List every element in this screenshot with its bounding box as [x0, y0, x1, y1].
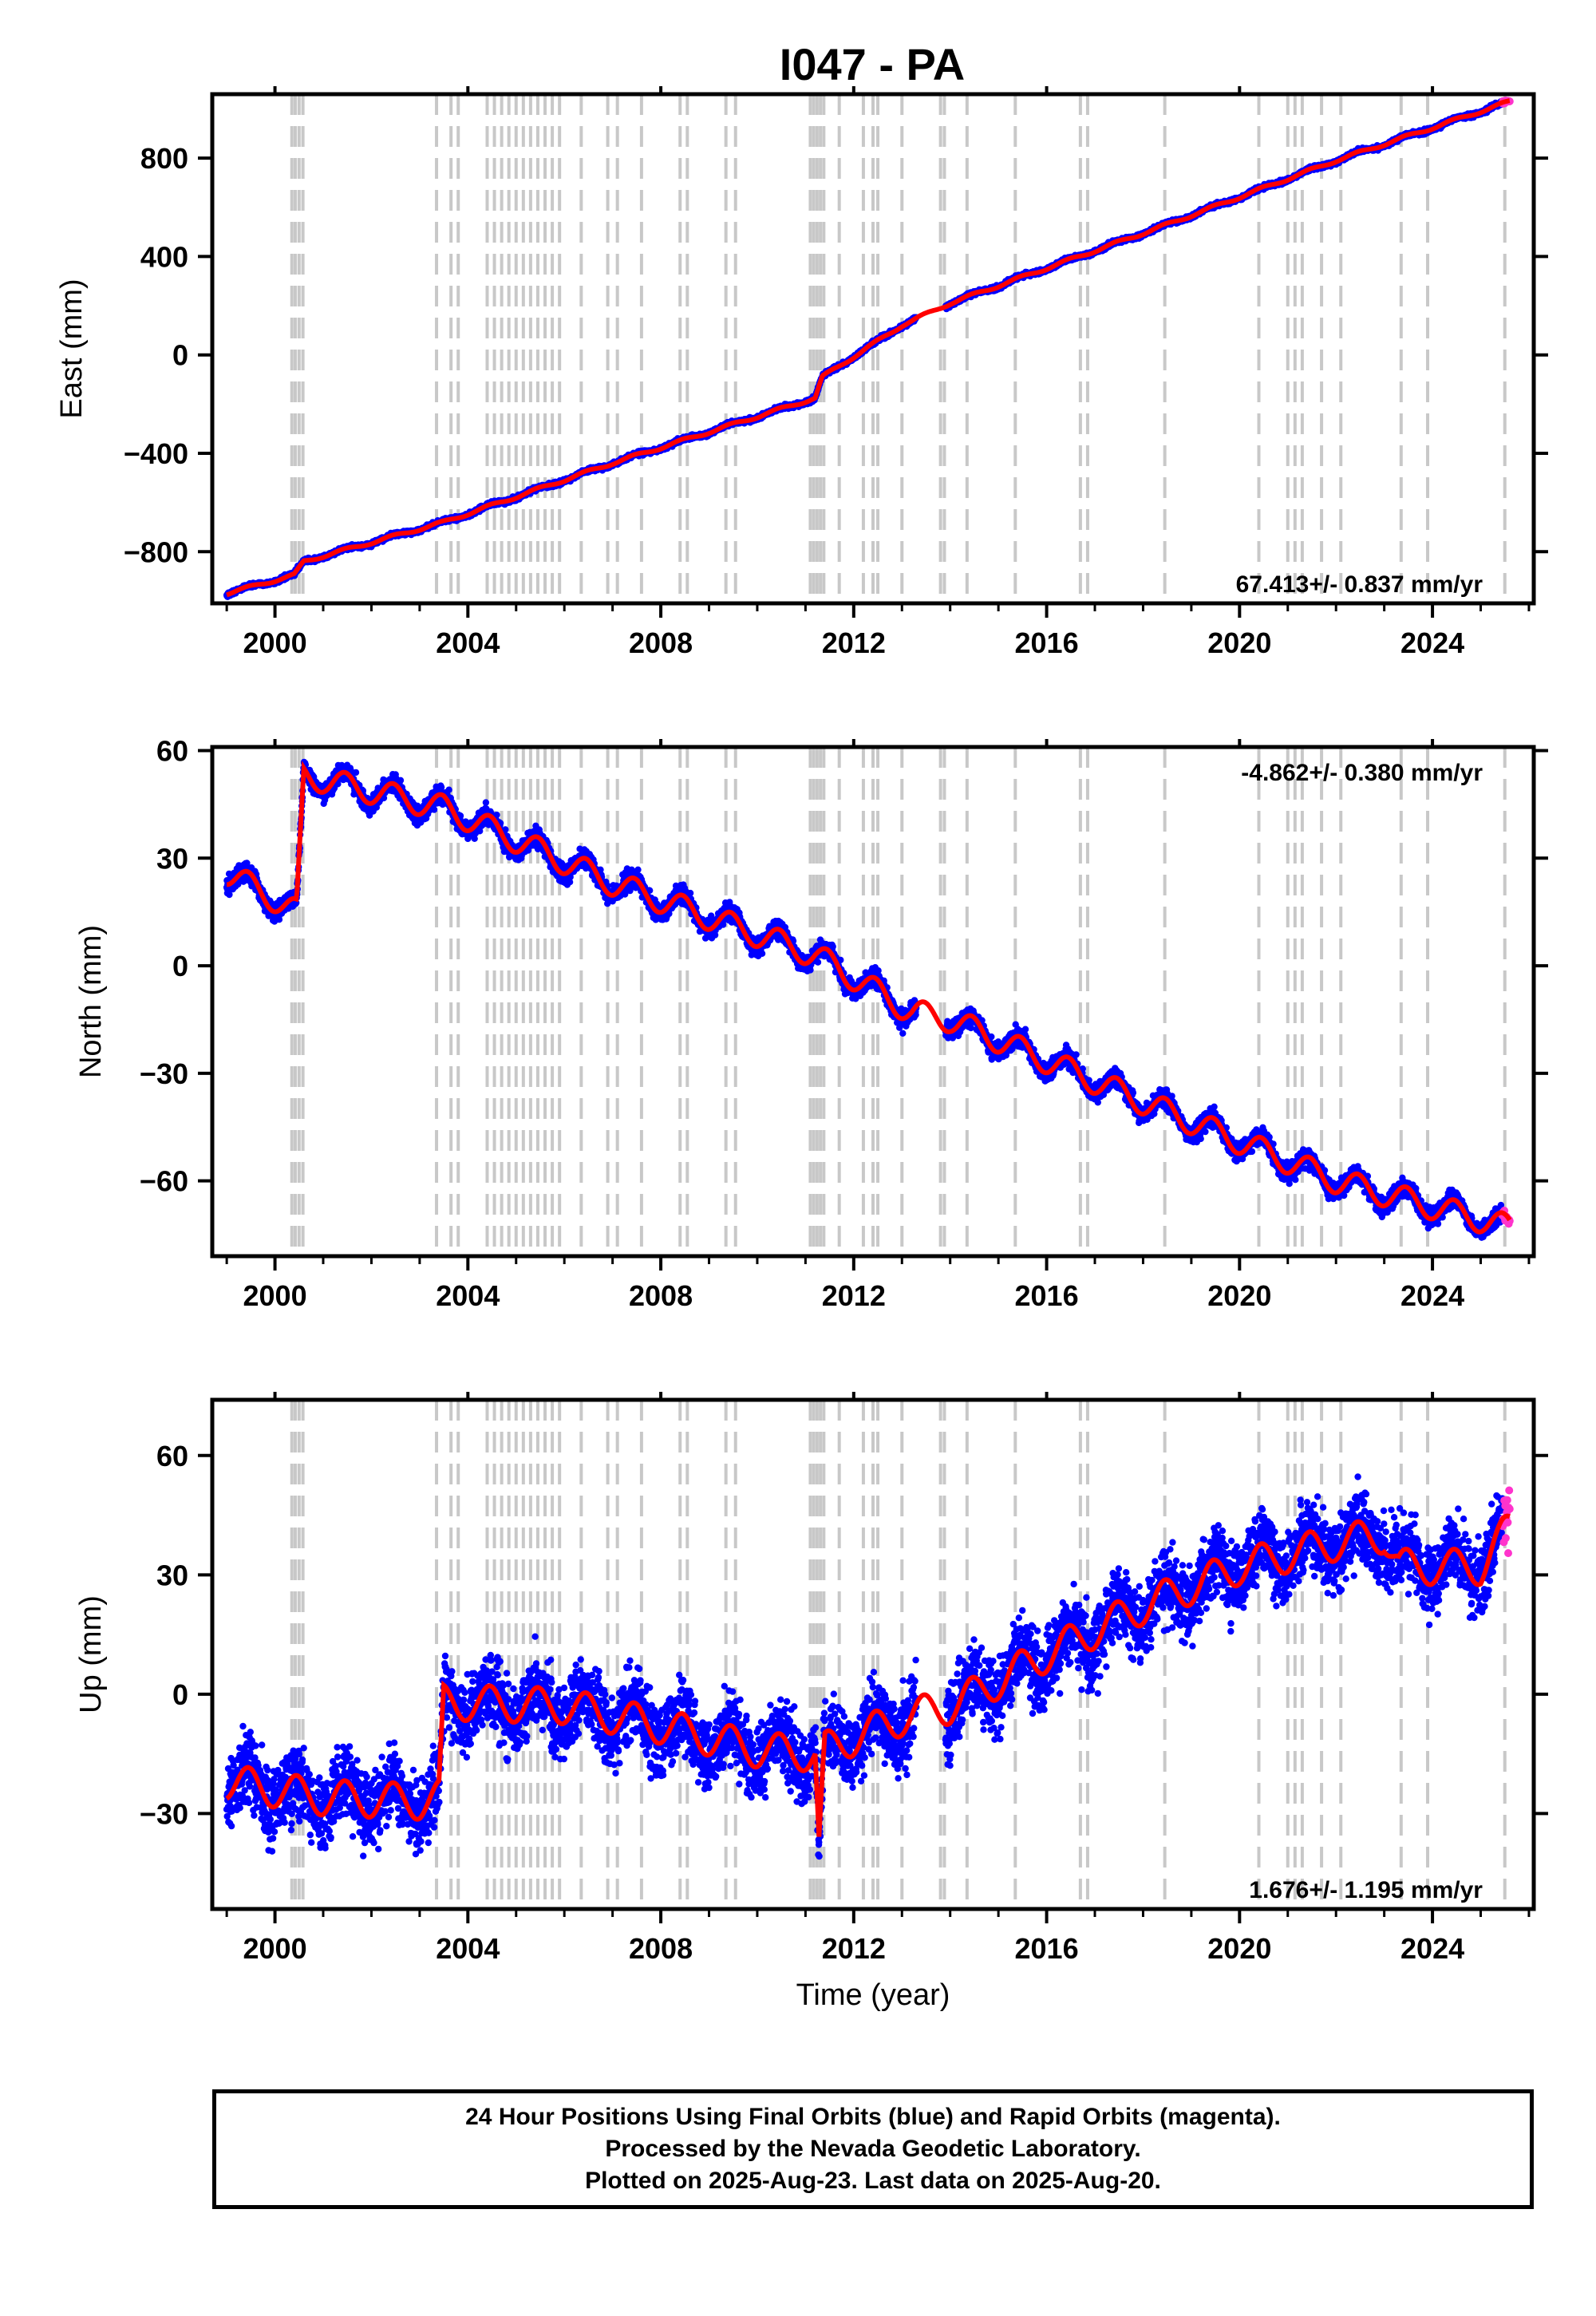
- x-tick-label: 2012: [822, 1932, 886, 1965]
- x-tick-label: 2012: [822, 1279, 886, 1312]
- info-line-3: Plotted on 2025-Aug-23. Last data on 202…: [585, 2168, 1161, 2194]
- info-box: 24 Hour Positions Using Final Orbits (bl…: [212, 2089, 1534, 2209]
- x-tick-label: 2008: [629, 626, 693, 659]
- info-line-2: Processed by the Nevada Geodetic Laborat…: [605, 2136, 1141, 2162]
- y-axis-label: North (mm): [74, 925, 108, 1078]
- y-tick-label: −30: [140, 1797, 188, 1830]
- x-tick-label: 2000: [243, 626, 307, 659]
- final-orbit-series: [223, 758, 1506, 1241]
- rapid-orbit-points: [1498, 1486, 1514, 1558]
- y-tick-label: −30: [140, 1057, 188, 1090]
- plot-area: [223, 94, 1514, 603]
- x-tick-label: 2016: [1015, 626, 1079, 659]
- panel-3: 2000 2004 2008 2012 2016 2020 2024 −30 0 30 60 Up (…: [74, 1392, 1548, 2012]
- x-axis: 2000 2004 2008 2012 2016 2020 2024: [225, 1392, 1531, 1965]
- x-axis: 2000 2004 2008 2012 2016 2020 2024: [225, 86, 1531, 659]
- rate-label: 1.676+/- 1.195 mm/yr: [1249, 1877, 1483, 1903]
- y-tick-label: 30: [156, 1559, 188, 1591]
- rapid-orbit-series: [1498, 1486, 1514, 1558]
- model-line: [227, 761, 1512, 1235]
- x-axis: 2000 2004 2008 2012 2016 2020 2024: [225, 739, 1531, 1312]
- y-tick-label: −400: [124, 437, 188, 470]
- x-tick-label: 2012: [822, 626, 886, 659]
- plot-frame: [210, 92, 1536, 606]
- y-tick-label: 0: [172, 950, 188, 982]
- x-tick-label: 2020: [1207, 626, 1271, 659]
- y-axis: −60 −30 0 30 60: [140, 734, 1548, 1198]
- y-axis-label: Up (mm): [74, 1595, 108, 1713]
- x-tick-label: 2020: [1207, 1279, 1271, 1312]
- x-tick-label: 2016: [1015, 1279, 1079, 1312]
- x-tick-label: 2024: [1400, 1932, 1464, 1965]
- panel-1: 2000 2004 2008 2012 2016 2020 2024 −800 −400 0 400…: [55, 86, 1548, 659]
- x-tick-label: 2004: [436, 626, 500, 659]
- x-tick-label: 2000: [243, 1932, 307, 1965]
- model-line: [225, 1513, 1511, 1837]
- rate-label: -4.862+/- 0.380 mm/yr: [1241, 760, 1483, 786]
- y-tick-label: 30: [156, 842, 188, 875]
- x-tick-label: 2024: [1400, 626, 1464, 659]
- x-tick-label: 2020: [1207, 1932, 1271, 1965]
- x-tick-label: 2024: [1400, 1279, 1464, 1312]
- panels: 2000 2004 2008 2012 2016 2020 2024 −800 −400 0 400…: [55, 86, 1548, 2012]
- y-axis: −800 −400 0 400 800: [124, 142, 1548, 568]
- x-tick-label: 2008: [629, 1279, 693, 1312]
- x-tick-label: 2004: [436, 1279, 500, 1312]
- x-tick-label: 2008: [629, 1932, 693, 1965]
- info-line-1: 24 Hour Positions Using Final Orbits (bl…: [465, 2104, 1281, 2130]
- y-tick-label: 400: [140, 240, 188, 273]
- plot-frame: [210, 1397, 1536, 1911]
- y-axis: −30 0 30 60: [140, 1440, 1548, 1830]
- y-tick-label: 0: [172, 339, 188, 372]
- chart-title: I047 - PA: [780, 39, 965, 89]
- plot-area: [223, 1400, 1514, 1909]
- plot-frame: [210, 745, 1536, 1259]
- panel-2: 2000 2004 2008 2012 2016 2020 2024 −60 −30 0 30 60 N…: [74, 734, 1548, 1312]
- y-tick-label: 0: [172, 1678, 188, 1711]
- x-tick-label: 2000: [243, 1279, 307, 1312]
- x-tick-label: 2004: [436, 1932, 500, 1965]
- final-orbit-points: [223, 758, 1506, 1241]
- rate-label: 67.413+/- 0.837 mm/yr: [1236, 571, 1483, 598]
- y-tick-label: 800: [140, 142, 188, 175]
- y-tick-label: 60: [156, 734, 188, 767]
- y-tick-label: −60: [140, 1165, 188, 1198]
- model-line: [226, 98, 1511, 598]
- y-tick-label: −800: [124, 536, 188, 568]
- plot-area: [223, 747, 1514, 1256]
- x-tick-label: 2016: [1015, 1932, 1079, 1965]
- y-tick-label: 60: [156, 1440, 188, 1472]
- x-axis-label: Time (year): [796, 1978, 950, 2012]
- y-axis-label: East (mm): [55, 279, 89, 418]
